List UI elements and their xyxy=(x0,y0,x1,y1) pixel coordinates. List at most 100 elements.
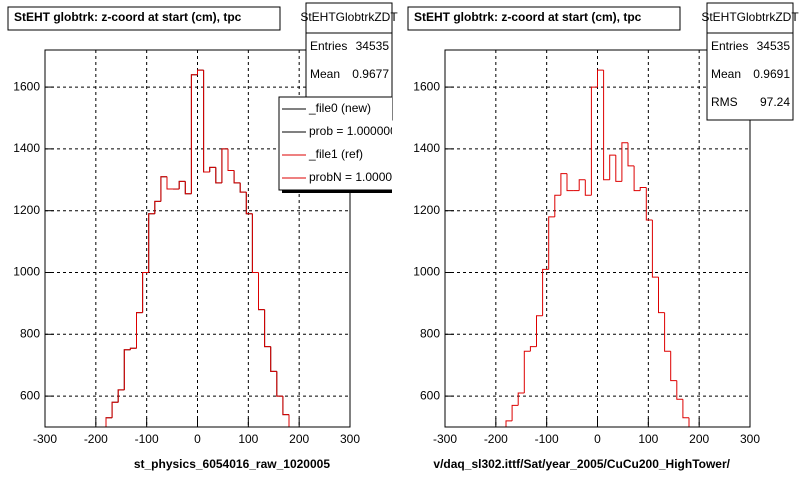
x-tick-label: 100 xyxy=(238,432,258,446)
y-tick-label: 600 xyxy=(20,388,40,402)
y-tick-label: 1000 xyxy=(13,265,40,279)
histogram-bin xyxy=(633,165,641,192)
histogram-bin xyxy=(203,70,210,173)
histogram-bin xyxy=(251,213,259,273)
stats-title: StEHTGlobtrkZDT xyxy=(701,10,799,24)
histogram-bin xyxy=(615,155,622,182)
y-tick-label: 1600 xyxy=(13,79,40,93)
histogram-bin xyxy=(178,180,186,190)
x-tick-label: -200 xyxy=(484,432,508,446)
histogram-bin xyxy=(221,148,228,183)
histogram-bin xyxy=(111,401,119,418)
y-tick-label: 1400 xyxy=(413,141,440,155)
histogram-bin xyxy=(184,181,192,195)
stats-value: 0.9677 xyxy=(352,67,389,81)
histogram-bin xyxy=(123,349,131,390)
stats-label: Entries xyxy=(711,39,748,53)
histogram-bin xyxy=(517,392,525,406)
histogram-bin xyxy=(590,86,598,196)
histogram-bin xyxy=(270,346,277,372)
histogram-bin xyxy=(111,401,119,418)
histogram-bin xyxy=(209,166,216,173)
histogram-bin xyxy=(670,351,677,382)
histogram-bin xyxy=(645,187,653,221)
x-tick-label: -100 xyxy=(135,432,159,446)
stats-value: 34535 xyxy=(356,39,390,53)
histogram-bin xyxy=(117,389,125,403)
x-tick-label: -100 xyxy=(535,432,559,446)
histogram-bin xyxy=(105,417,113,427)
histogram-bin xyxy=(258,272,265,311)
histogram-bin xyxy=(197,69,204,75)
histogram-bin xyxy=(154,200,161,214)
histogram-bin xyxy=(105,417,113,427)
histogram-bin xyxy=(258,272,265,311)
x-tick-label: -300 xyxy=(33,432,57,446)
histogram-bin xyxy=(239,182,247,193)
legend-label: probN = 1.00000 xyxy=(309,170,399,184)
histogram-bin xyxy=(197,69,204,75)
histogram-bin xyxy=(505,420,513,427)
y-tick-label: 600 xyxy=(420,388,440,402)
y-tick-label: 800 xyxy=(420,326,440,340)
histogram-bin xyxy=(233,170,241,184)
histogram-bin xyxy=(221,148,228,183)
histogram-bin xyxy=(682,399,689,419)
histogram-bin xyxy=(529,346,537,352)
histogram-bin xyxy=(227,148,235,172)
histogram-bin xyxy=(288,414,296,428)
histogram-bin xyxy=(288,414,296,428)
x-tick-label: 200 xyxy=(289,432,309,446)
x-tick-label: 0 xyxy=(594,432,601,446)
y-tick-label: 1200 xyxy=(13,203,40,217)
histogram-bin xyxy=(597,69,604,88)
chart-title: StEHT globtrk: z-coord at start (cm), tp… xyxy=(414,10,642,24)
stats-label: Entries xyxy=(310,39,347,53)
histogram-bin xyxy=(142,271,149,313)
histogram-bin xyxy=(264,309,271,348)
y-tick-label: 800 xyxy=(20,326,40,340)
histogram-bin xyxy=(578,179,586,191)
x-tick-label: 300 xyxy=(740,432,760,446)
histogram-bin xyxy=(166,176,174,190)
histogram-bin xyxy=(251,213,259,273)
y-tick-label: 1600 xyxy=(413,79,440,93)
histogram-bin xyxy=(160,176,167,202)
legend: _file0 (new) prob = 1.000000 _file1 (ref) p… xyxy=(278,96,399,193)
histogram-bin xyxy=(276,371,283,397)
histogram-bin xyxy=(215,167,222,184)
x-axis-label: st_physics_6054016_raw_1020005 xyxy=(134,457,330,471)
legend-label: _file0 (new) xyxy=(308,101,371,115)
histogram-bin xyxy=(184,181,192,195)
histogram-bin xyxy=(664,312,671,352)
histogram-bin xyxy=(639,187,647,191)
histogram-bin xyxy=(542,268,549,316)
histogram-bin xyxy=(264,309,271,348)
histogram-bin xyxy=(136,312,143,349)
legend-label: _file1 (ref) xyxy=(308,147,363,161)
title-box xyxy=(407,6,681,31)
histogram-bin xyxy=(554,194,561,217)
x-tick-label: -300 xyxy=(433,432,457,446)
histogram-bin xyxy=(548,216,555,270)
histogram-bin xyxy=(282,396,289,416)
x-axis-label: v/daq_sl302.ittf/Sat/year_2005/CuCu200_H… xyxy=(433,457,730,471)
histogram-bin xyxy=(658,277,665,314)
x-tick-label: 200 xyxy=(689,432,709,446)
stats-label: Mean xyxy=(711,67,741,81)
y-tick-label: 1200 xyxy=(413,203,440,217)
histogram-bin xyxy=(609,154,616,180)
stats-label: Mean xyxy=(310,67,340,81)
histogram-bin xyxy=(215,167,222,184)
histogram-bin xyxy=(166,176,174,190)
histogram-bin xyxy=(239,182,247,193)
histogram-bin xyxy=(160,176,167,202)
histogram-bin xyxy=(270,346,277,372)
plot-frame xyxy=(444,49,751,428)
histogram-bin xyxy=(276,371,283,397)
histogram-bin xyxy=(148,213,155,273)
histogram-bin xyxy=(621,142,628,182)
y-tick-label: 1400 xyxy=(13,141,40,155)
histogram-bin xyxy=(584,179,592,196)
